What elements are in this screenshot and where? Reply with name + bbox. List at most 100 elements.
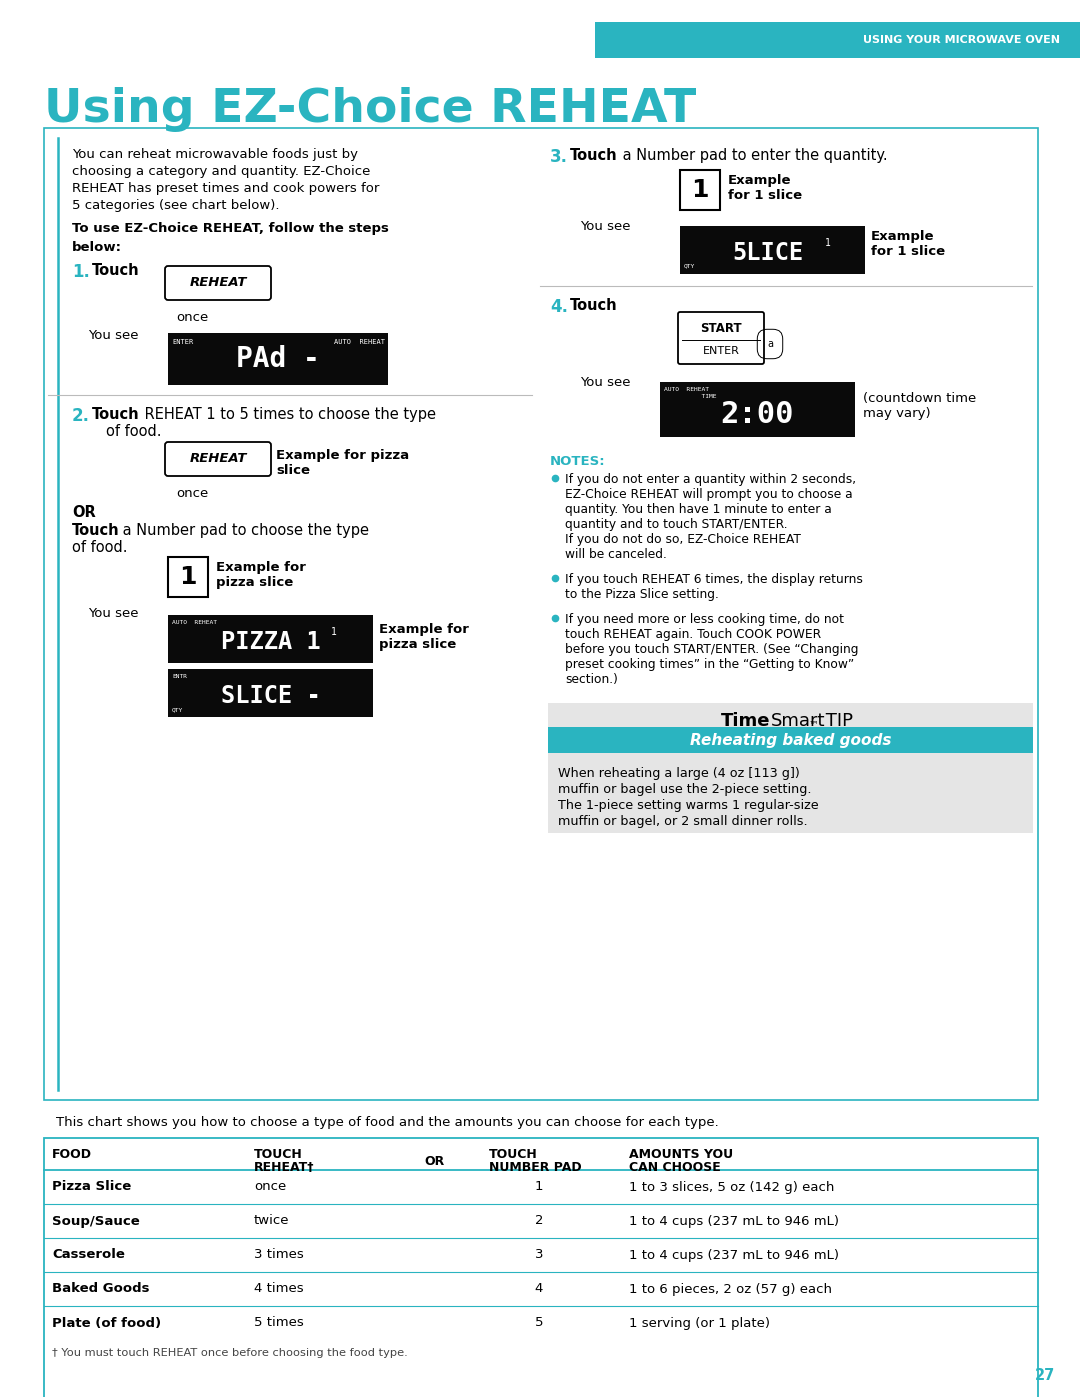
Text: below:: below:: [72, 242, 122, 254]
Text: 3 times: 3 times: [254, 1249, 303, 1261]
Text: PIZZA 1: PIZZA 1: [220, 630, 321, 654]
FancyBboxPatch shape: [678, 312, 764, 365]
Text: You can reheat microwavable foods just by: You can reheat microwavable foods just b…: [72, 148, 357, 161]
Bar: [680, 170, 720, 210]
Text: muffin or bagel use the 2-piece setting.: muffin or bagel use the 2-piece setting.: [558, 782, 811, 796]
Text: 5 categories (see chart below).: 5 categories (see chart below).: [72, 198, 280, 212]
Text: a Number pad to choose the type: a Number pad to choose the type: [118, 522, 369, 538]
Text: PAd -: PAd -: [237, 345, 320, 373]
Text: preset cooking times” in the “Getting to Know”: preset cooking times” in the “Getting to…: [565, 658, 854, 671]
Text: may vary): may vary): [863, 407, 931, 420]
Text: quantity. You then have 1 minute to enter a: quantity. You then have 1 minute to ente…: [565, 503, 832, 515]
Text: Baked Goods: Baked Goods: [52, 1282, 149, 1295]
Text: Soup/Sauce: Soup/Sauce: [52, 1214, 139, 1228]
Text: 4.: 4.: [550, 298, 568, 316]
FancyBboxPatch shape: [165, 441, 271, 476]
Text: OR: OR: [424, 1155, 444, 1168]
Text: for 1 slice: for 1 slice: [870, 244, 945, 258]
Bar: [168, 557, 208, 597]
Text: slice: slice: [276, 464, 310, 476]
Text: once: once: [254, 1180, 286, 1193]
Bar: [680, 226, 865, 274]
Text: If you touch REHEAT 6 times, the display returns: If you touch REHEAT 6 times, the display…: [565, 573, 863, 585]
Text: 3.: 3.: [550, 148, 568, 166]
Text: QTY: QTY: [684, 263, 696, 268]
Text: 2: 2: [535, 1214, 543, 1228]
Text: TOUCH: TOUCH: [489, 1148, 538, 1161]
Bar: [44, 1139, 1038, 1397]
Bar: [548, 703, 1032, 833]
Text: Casserole: Casserole: [52, 1249, 125, 1261]
Text: You see: You see: [580, 376, 631, 388]
Text: OR: OR: [72, 504, 96, 520]
Text: TIME: TIME: [664, 394, 716, 400]
Text: REHEAT†: REHEAT†: [254, 1161, 314, 1173]
Text: REHEAT: REHEAT: [189, 277, 246, 289]
Text: If you do not do so, EZ-Choice REHEAT: If you do not do so, EZ-Choice REHEAT: [565, 534, 801, 546]
Text: TIP: TIP: [821, 712, 853, 731]
Text: This chart shows you how to choose a type of food and the amounts you can choose: This chart shows you how to choose a typ…: [56, 1116, 719, 1129]
Text: Example for pizza: Example for pizza: [276, 448, 409, 462]
Text: CAN CHOOSE: CAN CHOOSE: [629, 1161, 720, 1173]
Text: ™: ™: [809, 719, 819, 729]
Text: Example for: Example for: [379, 623, 469, 636]
Text: Reheating baked goods: Reheating baked goods: [690, 732, 891, 747]
Text: Touch: Touch: [570, 148, 618, 163]
Bar: [168, 332, 388, 386]
Bar: [168, 669, 373, 717]
Text: NUMBER PAD: NUMBER PAD: [489, 1161, 582, 1173]
Text: of food.: of food.: [72, 541, 127, 555]
Text: 1 to 3 slices, 5 oz (142 g) each: 1 to 3 slices, 5 oz (142 g) each: [629, 1180, 835, 1193]
Text: 1: 1: [330, 627, 336, 637]
Text: ENTR: ENTR: [172, 673, 187, 679]
Text: Using EZ-Choice REHEAT: Using EZ-Choice REHEAT: [44, 88, 697, 133]
Text: pizza slice: pizza slice: [379, 638, 456, 651]
Text: 1: 1: [179, 564, 197, 590]
Text: 2.: 2.: [72, 407, 90, 425]
Text: pizza slice: pizza slice: [216, 576, 294, 590]
Text: 3: 3: [535, 1249, 543, 1261]
Text: Pizza Slice: Pizza Slice: [52, 1180, 132, 1193]
Text: 27: 27: [1035, 1368, 1055, 1383]
Bar: [548, 726, 1032, 753]
Text: 2:00: 2:00: [720, 400, 794, 429]
Text: for 1 slice: for 1 slice: [728, 189, 802, 203]
Text: touch REHEAT again. Touch COOK POWER: touch REHEAT again. Touch COOK POWER: [565, 629, 821, 641]
Text: 4: 4: [535, 1282, 543, 1295]
Text: before you touch START/ENTER. (See “Changing: before you touch START/ENTER. (See “Chan…: [565, 643, 859, 657]
Text: USING YOUR MICROWAVE OVEN: USING YOUR MICROWAVE OVEN: [863, 35, 1059, 45]
Text: AUTO  REHEAT: AUTO REHEAT: [334, 339, 384, 345]
Text: (countdown time: (countdown time: [863, 393, 976, 405]
Text: 1.: 1.: [72, 263, 90, 281]
Bar: [44, 129, 1038, 1099]
Text: AUTO  REHEAT: AUTO REHEAT: [172, 620, 217, 624]
Text: 1 to 6 pieces, 2 oz (57 g) each: 1 to 6 pieces, 2 oz (57 g) each: [629, 1282, 832, 1295]
Text: REHEAT has preset times and cook powers for: REHEAT has preset times and cook powers …: [72, 182, 379, 196]
Text: Touch: Touch: [92, 263, 139, 278]
Text: AUTO  REHEAT: AUTO REHEAT: [664, 387, 708, 393]
Text: † You must touch REHEAT once before choosing the food type.: † You must touch REHEAT once before choo…: [52, 1348, 408, 1358]
Bar: [168, 615, 373, 664]
Text: ENTER: ENTER: [703, 346, 740, 356]
Text: once: once: [176, 488, 208, 500]
Text: You see: You see: [580, 219, 631, 233]
Text: a: a: [767, 339, 773, 349]
Text: You see: You see: [87, 608, 138, 620]
Text: once: once: [176, 312, 208, 324]
Text: Smart: Smart: [770, 712, 825, 731]
Text: choosing a category and quantity. EZ-Choice: choosing a category and quantity. EZ-Cho…: [72, 165, 370, 177]
Text: 1 serving (or 1 plate): 1 serving (or 1 plate): [629, 1316, 770, 1330]
Text: 4 times: 4 times: [254, 1282, 303, 1295]
Text: muffin or bagel, or 2 small dinner rolls.: muffin or bagel, or 2 small dinner rolls…: [558, 814, 808, 828]
Text: To use EZ-Choice REHEAT, follow the steps: To use EZ-Choice REHEAT, follow the step…: [72, 222, 389, 235]
Text: 5: 5: [535, 1316, 543, 1330]
Text: Plate (of food): Plate (of food): [52, 1316, 161, 1330]
Text: EZ-Choice REHEAT will prompt you to choose a: EZ-Choice REHEAT will prompt you to choo…: [565, 488, 852, 502]
Text: REHEAT: REHEAT: [189, 453, 246, 465]
Text: section.): section.): [565, 673, 618, 686]
Text: Touch: Touch: [570, 298, 618, 313]
Text: Example: Example: [870, 231, 934, 243]
Text: of food.: of food.: [106, 425, 162, 439]
Text: If you need more or less cooking time, do not: If you need more or less cooking time, d…: [565, 613, 843, 626]
Text: If you do not enter a quantity within 2 seconds,: If you do not enter a quantity within 2 …: [565, 474, 856, 486]
